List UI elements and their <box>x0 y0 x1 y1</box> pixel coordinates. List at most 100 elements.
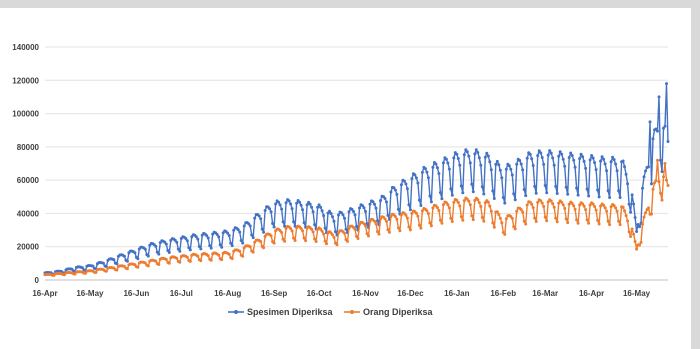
data-point <box>491 221 495 225</box>
data-point <box>302 221 306 225</box>
data-point <box>623 209 627 213</box>
data-point <box>344 227 348 231</box>
data-point <box>446 203 450 207</box>
data-point <box>515 162 519 166</box>
data-point <box>647 165 650 169</box>
data-point <box>450 220 454 223</box>
data-point <box>657 180 661 184</box>
data-point <box>404 213 408 217</box>
data-point <box>632 232 636 236</box>
data-point <box>494 162 498 166</box>
data-point <box>647 206 650 210</box>
data-point <box>543 184 547 187</box>
data-point <box>566 192 570 196</box>
data-point <box>605 209 609 213</box>
x-tick-label: 16-Apr <box>579 289 604 298</box>
y-tick-label: 60000 <box>17 176 40 185</box>
data-point <box>558 150 562 154</box>
data-point <box>479 205 483 208</box>
data-point <box>325 242 328 246</box>
data-point <box>659 191 662 195</box>
data-point <box>335 243 339 247</box>
data-point <box>530 157 534 161</box>
data-point <box>486 154 490 158</box>
data-point <box>175 240 179 244</box>
data-point <box>438 218 442 222</box>
data-point <box>414 176 418 180</box>
legend-swatch-marker <box>350 310 354 314</box>
data-point <box>417 198 421 202</box>
data-point <box>591 156 595 160</box>
data-point <box>617 189 621 193</box>
data-point <box>337 213 340 217</box>
data-point <box>567 202 571 206</box>
data-point <box>263 234 267 238</box>
data-point <box>624 214 628 218</box>
data-point <box>555 220 559 224</box>
data-point <box>368 219 372 223</box>
data-point <box>630 193 634 197</box>
data-point <box>194 235 198 239</box>
data-point <box>253 216 257 220</box>
data-point <box>238 249 242 253</box>
data-point <box>552 163 556 167</box>
data-point <box>573 207 577 211</box>
data-point <box>468 161 472 165</box>
data-point <box>548 149 552 153</box>
data-point <box>313 237 317 241</box>
data-point <box>500 221 504 225</box>
x-tick-label: 16-Mar <box>532 289 558 298</box>
data-point <box>473 152 477 156</box>
data-point <box>528 200 532 204</box>
data-point <box>259 240 263 243</box>
data-point <box>636 223 640 226</box>
data-point <box>426 212 430 216</box>
data-point <box>536 200 540 204</box>
data-point <box>449 187 453 191</box>
data-point <box>483 155 487 159</box>
data-point <box>629 235 633 238</box>
data-point <box>272 241 276 245</box>
data-point <box>596 218 600 222</box>
legend-item: Spesimen Diperiksa <box>228 307 334 317</box>
data-point <box>543 215 547 219</box>
data-point <box>208 244 212 248</box>
data-point <box>104 269 108 273</box>
data-point <box>262 246 266 250</box>
data-point <box>587 194 591 198</box>
data-point <box>358 223 361 226</box>
data-point <box>364 210 367 213</box>
data-point <box>639 240 643 244</box>
x-tick-label: 16-Jul <box>170 289 193 298</box>
data-point <box>597 222 601 226</box>
y-tick-label: 140000 <box>12 43 39 52</box>
x-tick-label: 16-Aug <box>214 289 241 298</box>
data-point <box>420 209 424 213</box>
data-point <box>555 192 559 195</box>
data-point <box>470 214 474 218</box>
data-point <box>376 219 379 223</box>
x-tick-label: 16-Apr <box>32 289 57 298</box>
data-point <box>455 152 459 156</box>
data-point <box>251 236 255 240</box>
data-point <box>206 236 210 240</box>
data-point <box>570 154 574 157</box>
x-tick-label: 16-Dec <box>397 289 424 298</box>
data-point <box>588 158 592 162</box>
data-point <box>323 239 327 243</box>
data-point <box>465 197 469 201</box>
data-point <box>435 206 439 210</box>
data-point <box>638 225 641 229</box>
data-point <box>576 221 580 225</box>
data-point <box>441 161 445 165</box>
data-point <box>492 225 496 229</box>
data-point <box>373 219 376 223</box>
data-point <box>434 162 438 166</box>
y-tick-label: 20000 <box>17 243 40 252</box>
data-point <box>653 181 656 185</box>
data-point <box>301 229 305 233</box>
data-point <box>603 206 607 210</box>
data-point <box>154 244 158 248</box>
data-point <box>633 216 637 219</box>
data-point <box>504 167 508 171</box>
